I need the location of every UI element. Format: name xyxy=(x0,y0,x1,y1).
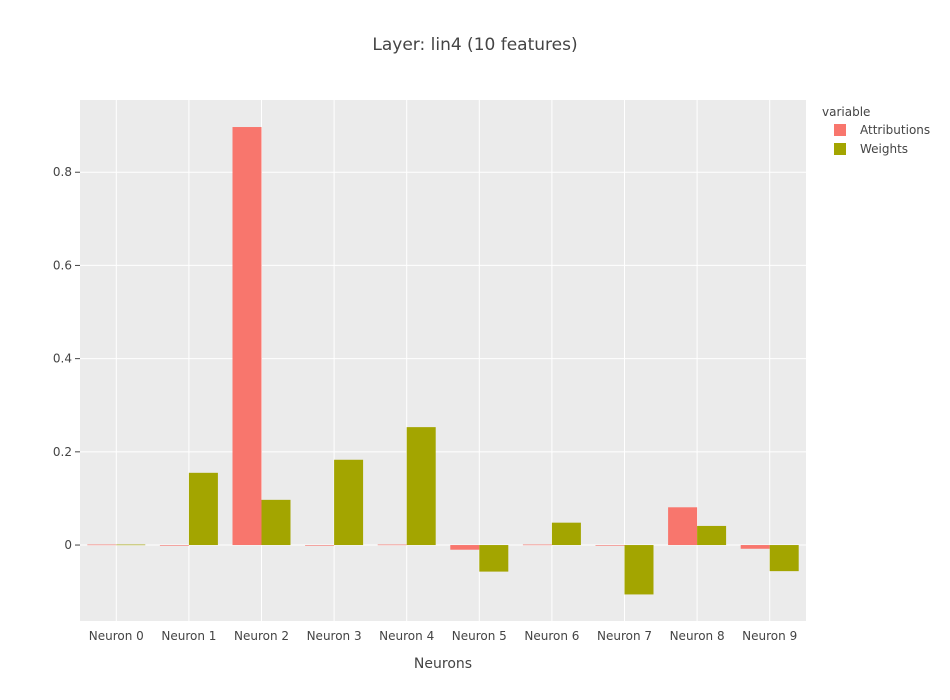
y-tick-label: 0.4 xyxy=(53,352,72,366)
x-tick-label: Neuron 7 xyxy=(597,629,652,643)
bar-attributions xyxy=(740,545,770,549)
bar-attributions xyxy=(522,544,552,546)
x-tick-label: Neuron 0 xyxy=(89,629,144,643)
chart-title: Layer: lin4 (10 features) xyxy=(372,35,577,55)
y-tick-label: 0.8 xyxy=(53,165,72,179)
legend-swatch xyxy=(834,143,846,155)
bar-weights xyxy=(188,472,218,546)
legend-label: Weights xyxy=(860,142,908,156)
bar-attributions xyxy=(159,545,189,546)
bar-weights xyxy=(697,525,727,546)
bar-attributions xyxy=(377,544,407,546)
ticks: Neuron 0 Neuron 1 Neuron 2 Neuron 3 Neuron 4… xyxy=(53,165,797,643)
bar-weights xyxy=(406,427,436,546)
bar-weights xyxy=(479,545,509,572)
bar-attributions xyxy=(668,507,698,546)
x-tick-label: Neuron 5 xyxy=(452,629,507,643)
bar-weights xyxy=(334,459,364,546)
y-tick-label: 0.6 xyxy=(53,258,72,272)
bars xyxy=(87,127,799,595)
bar-weights xyxy=(551,522,581,546)
y-tick-label: 0 xyxy=(64,538,72,552)
bar-weights xyxy=(116,544,146,546)
legend-swatch xyxy=(834,124,846,136)
bar-attributions xyxy=(595,545,625,546)
bar-weights xyxy=(261,499,291,546)
legend: variable Attributions Weights xyxy=(822,105,930,156)
x-axis-title: Neurons xyxy=(414,656,472,672)
bar-attributions xyxy=(87,544,117,546)
bar-weights xyxy=(769,545,799,572)
x-tick-label: Neuron 2 xyxy=(234,629,289,643)
legend-label: Attributions xyxy=(860,123,930,137)
x-tick-label: Neuron 3 xyxy=(307,629,362,643)
x-tick-label: Neuron 4 xyxy=(379,629,434,643)
x-tick-label: Neuron 1 xyxy=(161,629,216,643)
bar-attributions xyxy=(450,545,480,550)
x-tick-label: Neuron 6 xyxy=(524,629,579,643)
x-tick-label: Neuron 8 xyxy=(670,629,725,643)
bar-attributions xyxy=(305,545,335,546)
bar-attributions xyxy=(232,127,262,546)
bar-weights xyxy=(624,545,654,595)
x-tick-label: Neuron 9 xyxy=(742,629,797,643)
y-tick-label: 0.2 xyxy=(53,445,72,459)
legend-title: variable xyxy=(822,105,870,119)
